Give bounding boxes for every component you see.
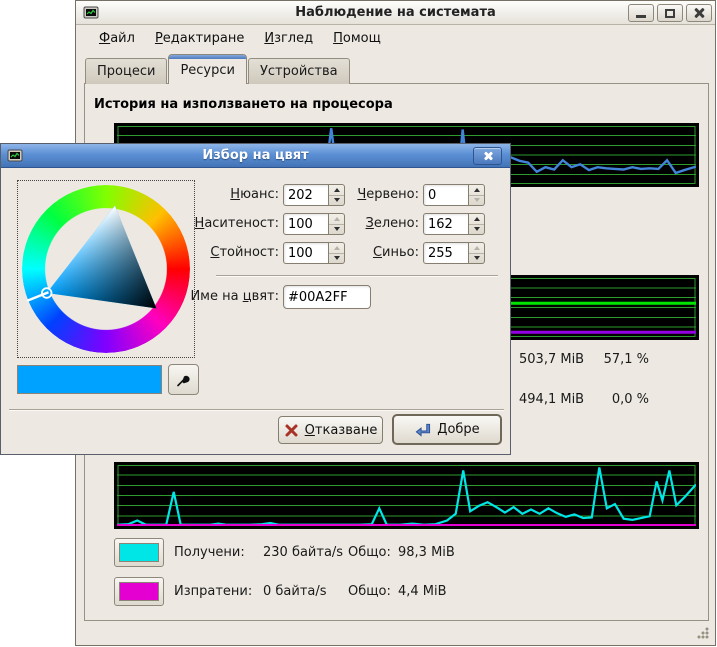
dialog-icon: [7, 148, 23, 164]
blue-label: Синьо:: [372, 245, 419, 260]
red-label: Червено:: [357, 187, 419, 202]
maximize-icon: [665, 8, 675, 18]
color-wheel-frame: [17, 180, 195, 358]
color-picker-dialog: Избор на цвят: [0, 143, 511, 455]
sent-color-swatch: [119, 582, 159, 601]
ok-button-label: Добре: [437, 422, 480, 437]
minimize-button[interactable]: [628, 4, 654, 22]
dialog-close-icon: [483, 151, 493, 161]
value-down-arrow[interactable]: [329, 254, 344, 264]
system-monitor-window: Наблюдение на системата Файл Редактиране…: [75, 0, 716, 646]
red-down-arrow[interactable]: [469, 196, 484, 206]
eyedropper-button[interactable]: [168, 364, 199, 395]
close-button[interactable]: [686, 4, 712, 22]
red-up-arrow[interactable]: [469, 185, 484, 196]
received-total: 98,3 MiB: [398, 545, 455, 560]
menu-help[interactable]: Помощ: [333, 31, 381, 46]
saturation-spinbox[interactable]: [283, 213, 345, 235]
sent-label: Изпратени:: [174, 584, 253, 599]
cancel-button-label: Отказване: [304, 422, 378, 438]
ok-button[interactable]: Добре: [392, 414, 502, 445]
green-spinbox[interactable]: [423, 213, 485, 235]
dialog-titlebar[interactable]: Избор на цвят: [1, 144, 510, 168]
tab-devices[interactable]: Устройства: [247, 58, 350, 84]
sent-total: 4,4 MiB: [398, 584, 447, 599]
green-label: Зелено:: [365, 216, 419, 231]
network-history-graph: [114, 462, 699, 529]
cancel-x-icon: [285, 424, 298, 436]
saturation-input[interactable]: [283, 213, 329, 235]
color-name-label: Име на цвят:: [190, 289, 279, 304]
green-down-arrow[interactable]: [469, 225, 484, 235]
network-received-line: [117, 467, 696, 524]
received-total-label: Общо:: [348, 545, 391, 560]
hue-marker: [26, 291, 49, 302]
main-titlebar[interactable]: Наблюдение на системата: [76, 1, 715, 25]
value-spinbox[interactable]: [283, 242, 345, 264]
blue-input[interactable]: [423, 242, 469, 264]
received-color-button[interactable]: [114, 538, 164, 567]
notebook-tabs: Процеси Ресурси Устройства: [85, 54, 351, 84]
sent-rate: 0 байта/s: [263, 584, 327, 599]
eyedropper-icon: [177, 375, 190, 387]
received-color-swatch: [119, 543, 159, 562]
menu-edit[interactable]: Редактиране: [154, 31, 245, 46]
resize-grip[interactable]: [697, 627, 709, 639]
blue-spinbox[interactable]: [423, 242, 485, 264]
close-icon: [693, 7, 705, 19]
blue-down-arrow[interactable]: [469, 254, 484, 264]
green-up-arrow[interactable]: [469, 214, 484, 225]
green-input[interactable]: [423, 213, 469, 235]
sent-color-button[interactable]: [114, 577, 164, 606]
received-rate: 230 байта/s: [263, 545, 344, 560]
minimize-icon: [636, 15, 646, 18]
memory-size-value: 503,7 MiB: [519, 352, 585, 367]
hue-up-arrow[interactable]: [329, 185, 344, 196]
value-label: Стойност:: [210, 245, 279, 260]
fields-separator: [216, 275, 498, 277]
sv-selector: [41, 287, 53, 299]
saturation-up-arrow[interactable]: [329, 214, 344, 225]
tab-resources[interactable]: Ресурси: [168, 54, 247, 84]
swap-percent-value: 0,0 %: [611, 392, 649, 407]
value-input[interactable]: [283, 242, 329, 264]
tab-processes[interactable]: Процеси: [85, 58, 168, 84]
blue-up-arrow[interactable]: [469, 243, 484, 254]
sent-total-label: Общо:: [348, 584, 391, 599]
cancel-button[interactable]: Отказване: [278, 416, 383, 444]
color-preview: [17, 365, 162, 394]
saturation-value-triangle[interactable]: [22, 185, 190, 353]
dialog-title: Избор на цвят: [202, 148, 309, 163]
menu-view[interactable]: Изглед: [264, 31, 314, 46]
menu-file[interactable]: Файл: [99, 31, 135, 46]
maximize-button[interactable]: [657, 4, 683, 22]
color-name-input[interactable]: [283, 285, 371, 309]
memory-percent-value: 57,1 %: [603, 352, 649, 367]
main-window-title: Наблюдение на системата: [295, 5, 496, 20]
hue-label: Нюанс:: [230, 187, 279, 202]
system-monitor-icon: [83, 5, 99, 21]
hue-input[interactable]: [283, 184, 329, 206]
statusbar: [76, 622, 715, 644]
menubar: Файл Редактиране Изглед Помощ: [76, 26, 715, 52]
swap-size-value: 494,1 MiB: [519, 392, 585, 407]
red-input[interactable]: [423, 184, 469, 206]
red-spinbox[interactable]: [423, 184, 485, 206]
action-separator: [9, 409, 504, 411]
value-up-arrow[interactable]: [329, 243, 344, 254]
enter-arrow-icon: [415, 423, 431, 437]
saturation-label: Наситеност:: [194, 216, 279, 231]
received-label: Получени:: [174, 545, 245, 560]
dialog-close-button[interactable]: [473, 147, 502, 165]
hue-spinbox[interactable]: [283, 184, 345, 206]
saturation-down-arrow[interactable]: [329, 225, 344, 235]
cpu-history-heading: История на използването на процесора: [94, 97, 393, 112]
hue-down-arrow[interactable]: [329, 196, 344, 206]
